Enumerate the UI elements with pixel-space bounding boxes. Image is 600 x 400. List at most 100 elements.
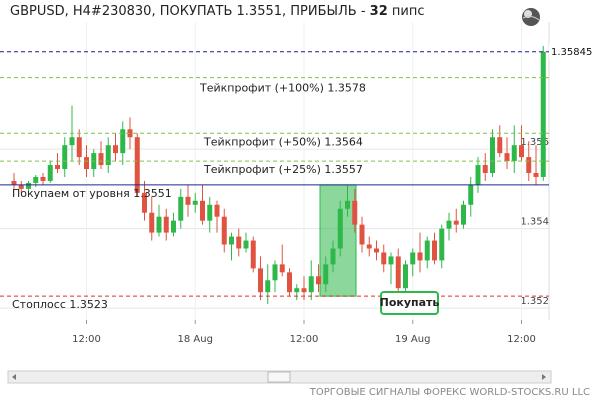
globe-icon[interactable] xyxy=(522,8,540,26)
x-tick-label: 12:00 xyxy=(507,334,536,345)
candle-body xyxy=(214,204,220,217)
candle-body xyxy=(432,240,437,261)
candle-body xyxy=(482,165,488,173)
candle-body xyxy=(424,240,430,261)
candle-body xyxy=(200,200,205,221)
buy-button-box xyxy=(380,291,439,315)
candle-body xyxy=(446,220,452,229)
candle-body xyxy=(62,145,68,170)
candle-body xyxy=(134,137,140,193)
candle-body xyxy=(279,264,285,273)
level-label: Тейкпрофит (+100%) 1.3578 xyxy=(199,82,366,95)
candle-body xyxy=(352,200,358,225)
candle-body xyxy=(403,264,408,289)
footer: ТОРГОВЫЕ СИГНАЛЫ ФОРЕКС WORLD-STOCKS.RU … xyxy=(309,387,590,398)
candle-body xyxy=(265,280,271,293)
candle-body xyxy=(47,165,53,181)
scroll-thumb[interactable] xyxy=(267,371,291,383)
level-label: Стоплосс 1.3523 xyxy=(12,298,108,311)
candle-body xyxy=(26,182,31,189)
profit-unit: пипс xyxy=(392,4,425,19)
candle-body xyxy=(316,276,321,285)
candle-body xyxy=(76,137,82,158)
buy-button[interactable]: Покупать xyxy=(380,291,440,315)
candle-body xyxy=(105,145,111,166)
candle-body xyxy=(258,268,263,293)
scroll-right[interactable] xyxy=(542,374,546,380)
y-tick-label: 1.354 xyxy=(520,217,549,228)
candle-body xyxy=(519,145,524,158)
candle-body xyxy=(18,184,24,189)
candle-body xyxy=(526,157,532,173)
candle-body xyxy=(345,200,350,209)
level-label: Покупаем от уровня 1.3551 xyxy=(12,187,172,200)
candle-body xyxy=(533,172,539,177)
candle-body xyxy=(192,200,198,205)
buy-button-label: Покупать xyxy=(380,296,440,309)
candle-body xyxy=(323,264,329,285)
candle-body xyxy=(366,244,372,249)
candle-body xyxy=(287,272,292,293)
last-price-box xyxy=(549,44,599,59)
last-price-label: 1.35845 xyxy=(551,47,592,58)
candle-body xyxy=(113,145,118,154)
candle-body xyxy=(374,248,379,253)
candle-body xyxy=(381,252,387,265)
candle-body xyxy=(475,165,481,185)
x-tick-label: 18 Aug xyxy=(178,334,213,345)
candle-body xyxy=(410,252,416,265)
plot: 1.352 1.354 1.356 12:00 18 Aug 12:00 19 Aug 12:… xyxy=(0,22,599,345)
candle-body xyxy=(163,216,169,233)
candle-body xyxy=(11,180,17,185)
candle-body xyxy=(40,176,46,181)
candle-body xyxy=(69,137,75,146)
candle-body xyxy=(540,51,546,177)
title-text: GBPUSD, H4#230830, ПОКУПАТЬ 1.3551, ПРИБ… xyxy=(10,4,366,19)
candle-body xyxy=(468,184,474,205)
candle-body xyxy=(243,240,249,249)
candle-body xyxy=(207,204,213,221)
y-tick-label: 1.352 xyxy=(520,296,549,307)
level-label: Тейкпрофит (+50%) 1.3564 xyxy=(203,135,363,148)
candle-body xyxy=(301,288,307,293)
candle-body xyxy=(120,129,126,154)
candle-body xyxy=(417,252,423,261)
candle-body xyxy=(250,240,256,269)
candle-body xyxy=(359,224,365,245)
candle-body xyxy=(142,192,147,213)
candle-body xyxy=(55,165,60,170)
scroll-left[interactable] xyxy=(12,374,16,380)
candle-body xyxy=(294,288,300,293)
chart-title: GBPUSD, H4#230830, ПОКУПАТЬ 1.3551, ПРИБ… xyxy=(10,4,425,19)
candle-body xyxy=(439,228,445,261)
profit: 32 xyxy=(370,4,388,19)
candle-body xyxy=(98,153,104,166)
candle-body xyxy=(490,137,495,173)
candle-body xyxy=(308,276,314,293)
candle-body xyxy=(229,236,234,245)
x-tick-label: 19 Aug xyxy=(395,334,430,345)
candle-body xyxy=(453,220,459,225)
candle-body xyxy=(178,196,184,221)
candle-body xyxy=(149,212,155,233)
candle-body xyxy=(84,157,89,170)
candle-body xyxy=(504,153,510,162)
candle-body xyxy=(395,256,401,289)
candle-body xyxy=(33,176,39,183)
candle-body xyxy=(156,216,162,233)
level-label: Тейкпрофит (+25%) 1.3557 xyxy=(203,163,363,176)
y-tick-label: 1.356 xyxy=(520,137,549,148)
candle-body xyxy=(185,196,191,205)
candle-body xyxy=(171,220,176,233)
scrollbar[interactable] xyxy=(7,370,552,384)
candle-body xyxy=(272,264,278,281)
x-tick-label: 12:00 xyxy=(72,334,101,345)
candle-body xyxy=(236,236,242,249)
candle-body xyxy=(337,208,343,249)
candle-body xyxy=(221,216,227,245)
candle-body xyxy=(461,204,466,225)
candle-body xyxy=(330,248,336,265)
candle-body xyxy=(497,137,503,154)
